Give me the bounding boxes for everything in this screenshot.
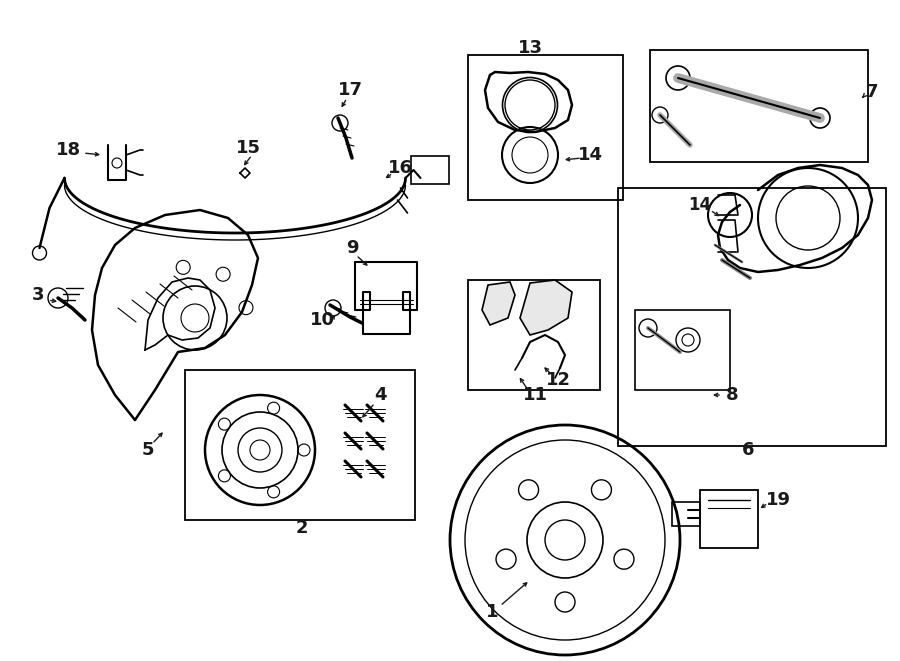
Text: 10: 10 xyxy=(310,311,335,329)
Bar xyxy=(672,502,700,526)
Text: 17: 17 xyxy=(338,81,363,99)
Bar xyxy=(635,310,730,390)
Polygon shape xyxy=(482,282,515,325)
Polygon shape xyxy=(520,280,572,335)
Text: 12: 12 xyxy=(545,371,571,389)
Text: 13: 13 xyxy=(518,39,543,57)
Text: 7: 7 xyxy=(866,83,878,101)
Bar xyxy=(185,370,415,520)
Text: 4: 4 xyxy=(374,386,386,404)
Circle shape xyxy=(666,66,690,90)
Text: 9: 9 xyxy=(346,239,358,257)
Text: 3: 3 xyxy=(32,286,44,304)
Text: 5: 5 xyxy=(142,441,154,459)
Circle shape xyxy=(810,108,830,128)
Text: 18: 18 xyxy=(56,141,81,159)
Text: 15: 15 xyxy=(236,139,260,157)
Bar xyxy=(650,50,868,162)
Bar xyxy=(468,55,623,200)
Text: 16: 16 xyxy=(388,159,412,177)
Text: 6: 6 xyxy=(742,441,754,459)
Text: 19: 19 xyxy=(766,491,790,509)
Text: 1: 1 xyxy=(486,603,499,621)
Bar xyxy=(468,280,600,390)
Bar xyxy=(700,490,758,548)
Text: 14: 14 xyxy=(578,146,602,164)
Bar xyxy=(410,156,448,184)
Text: 14: 14 xyxy=(688,196,712,214)
Text: 2: 2 xyxy=(296,519,308,537)
Text: 11: 11 xyxy=(523,386,547,404)
Bar xyxy=(618,188,886,446)
Text: 8: 8 xyxy=(725,386,738,404)
